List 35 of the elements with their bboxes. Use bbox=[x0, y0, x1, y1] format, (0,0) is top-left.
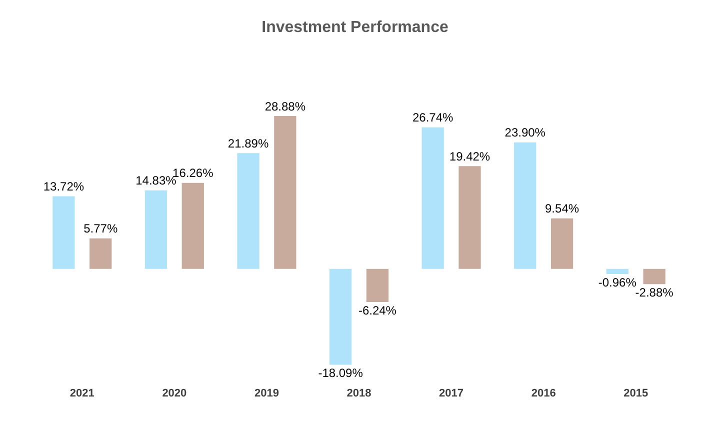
bar bbox=[606, 268, 628, 274]
bar bbox=[366, 268, 389, 302]
data-label: 28.88% bbox=[264, 99, 306, 114]
data-label: 5.77% bbox=[84, 222, 118, 236]
data-label: 26.74% bbox=[412, 110, 454, 125]
x-tick-label: 2018 bbox=[346, 387, 372, 400]
data-label: 23.90% bbox=[504, 126, 546, 140]
bar bbox=[274, 116, 296, 269]
bar bbox=[52, 196, 75, 269]
x-tick-label: 2021 bbox=[70, 387, 94, 400]
data-label: -0.96% bbox=[598, 275, 637, 290]
x-tick-label: 2020 bbox=[162, 387, 187, 400]
x-tick-label: 2016 bbox=[531, 387, 556, 400]
bar bbox=[422, 127, 444, 269]
bar bbox=[550, 218, 574, 269]
data-label: 19.42% bbox=[449, 149, 490, 164]
bar bbox=[329, 268, 352, 365]
x-tick-label: 2017 bbox=[439, 387, 464, 400]
chart-title: Investment Performance bbox=[262, 19, 448, 36]
bar bbox=[182, 182, 204, 269]
data-label: 21.89% bbox=[228, 136, 269, 150]
bar bbox=[514, 142, 536, 269]
data-label: -18.09% bbox=[318, 366, 364, 380]
bar bbox=[458, 166, 481, 269]
bar bbox=[90, 238, 112, 269]
x-tick-label: 2015 bbox=[624, 387, 648, 400]
data-label: 13.72% bbox=[43, 180, 84, 194]
bar bbox=[643, 268, 666, 284]
data-label: -2.88% bbox=[635, 285, 674, 300]
bar bbox=[144, 190, 168, 269]
data-label: 14.83% bbox=[136, 174, 177, 188]
x-tick-label: 2019 bbox=[254, 387, 279, 400]
bar bbox=[237, 153, 260, 269]
data-label: -6.24% bbox=[358, 303, 397, 318]
data-label: 9.54% bbox=[545, 202, 580, 216]
